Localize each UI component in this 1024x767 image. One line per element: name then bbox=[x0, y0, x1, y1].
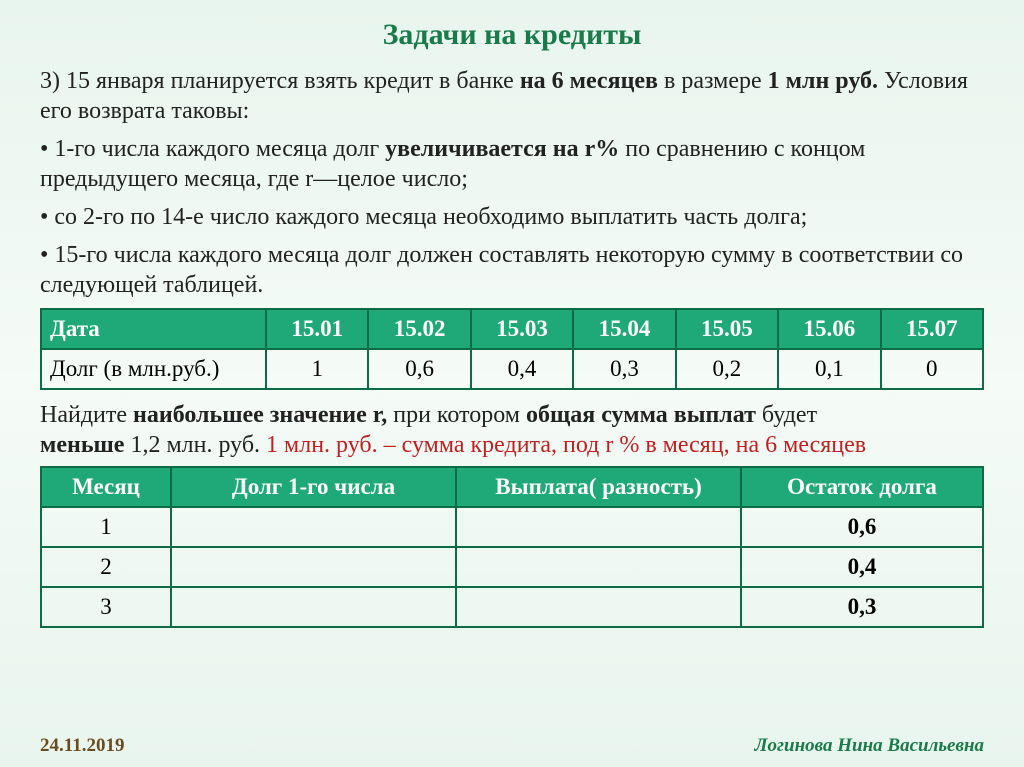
table-cell: 0,4 bbox=[471, 349, 573, 389]
table-row: 2 0,4 bbox=[41, 547, 983, 587]
table-header: 15.01 bbox=[266, 309, 368, 349]
table-cell bbox=[456, 547, 741, 587]
text-bold: меньше bbox=[40, 432, 124, 458]
debt-schedule-table: Дата 15.01 15.02 15.03 15.04 15.05 15.06… bbox=[40, 308, 984, 390]
table-row: Месяц Долг 1-го числа Выплата( разность)… bbox=[41, 467, 983, 507]
table-cell bbox=[456, 507, 741, 547]
solution-table: Месяц Долг 1-го числа Выплата( разность)… bbox=[40, 466, 984, 628]
table-header: Остаток долга bbox=[741, 467, 983, 507]
table-cell: 0,6 bbox=[741, 507, 983, 547]
table-cell: 0,3 bbox=[741, 587, 983, 627]
table-header: Дата bbox=[41, 309, 266, 349]
text: • 1-го числа каждого месяца долг bbox=[40, 136, 385, 162]
table-header: 15.04 bbox=[573, 309, 675, 349]
table-cell bbox=[171, 587, 456, 627]
table-cell: 1 bbox=[41, 507, 171, 547]
table-cell bbox=[171, 547, 456, 587]
table-cell: 0,2 bbox=[676, 349, 778, 389]
table-cell: 3 bbox=[41, 587, 171, 627]
table-cell bbox=[171, 507, 456, 547]
problem-statement-1: 3) 15 января планируется взять кредит в … bbox=[40, 66, 984, 126]
footer-author: Логинова Нина Васильевна bbox=[755, 735, 985, 757]
answer-note: 1 млн. руб. – сумма кредита, под r % в м… bbox=[266, 432, 866, 458]
text-bold: общая сумма выплат bbox=[526, 402, 756, 428]
question-line: Найдите наибольшее значение r, при котор… bbox=[40, 400, 984, 460]
text: в размере bbox=[658, 68, 768, 94]
table-row: 1 0,6 bbox=[41, 507, 983, 547]
table-cell: 0,3 bbox=[573, 349, 675, 389]
table-cell: 0,1 bbox=[778, 349, 880, 389]
footer: 24.11.2019 Логинова Нина Васильевна bbox=[40, 735, 984, 757]
text: будет bbox=[756, 402, 817, 428]
table-cell: 0,4 bbox=[741, 547, 983, 587]
bullet-3: • 15-го числа каждого месяца долг должен… bbox=[40, 240, 984, 300]
table-cell: 2 bbox=[41, 547, 171, 587]
bullet-1: • 1-го числа каждого месяца долг увеличи… bbox=[40, 134, 984, 194]
table-header: Месяц bbox=[41, 467, 171, 507]
table-row: Долг (в млн.руб.) 1 0,6 0,4 0,3 0,2 0,1 … bbox=[41, 349, 983, 389]
table-header: 15.07 bbox=[881, 309, 983, 349]
table-cell: 0,6 bbox=[368, 349, 470, 389]
table-row: 3 0,3 bbox=[41, 587, 983, 627]
text-bold: 1 млн руб. bbox=[768, 68, 878, 94]
bullet-2: • со 2-го по 14-е число каждого месяца н… bbox=[40, 202, 984, 232]
text-bold: на 6 месяцев bbox=[520, 68, 658, 94]
text: Найдите bbox=[40, 402, 133, 428]
table-header: 15.02 bbox=[368, 309, 470, 349]
table-cell bbox=[456, 587, 741, 627]
table-cell: 1 bbox=[266, 349, 368, 389]
text-bold: увеличивается на r% bbox=[385, 136, 619, 162]
table-cell: Долг (в млн.руб.) bbox=[41, 349, 266, 389]
page-title: Задачи на кредиты bbox=[40, 18, 984, 52]
text: при котором bbox=[387, 402, 526, 428]
table-cell: 0 bbox=[881, 349, 983, 389]
table-row: Дата 15.01 15.02 15.03 15.04 15.05 15.06… bbox=[41, 309, 983, 349]
table-header: 15.06 bbox=[778, 309, 880, 349]
table-header: 15.05 bbox=[676, 309, 778, 349]
table-header: Долг 1-го числа bbox=[171, 467, 456, 507]
text: 1,2 млн. руб. bbox=[124, 432, 266, 458]
table-header: 15.03 bbox=[471, 309, 573, 349]
table-header: Выплата( разность) bbox=[456, 467, 741, 507]
text: 3) 15 января планируется взять кредит в … bbox=[40, 68, 520, 94]
text-bold: наибольшее значение r, bbox=[133, 402, 387, 428]
footer-date: 24.11.2019 bbox=[40, 735, 124, 757]
